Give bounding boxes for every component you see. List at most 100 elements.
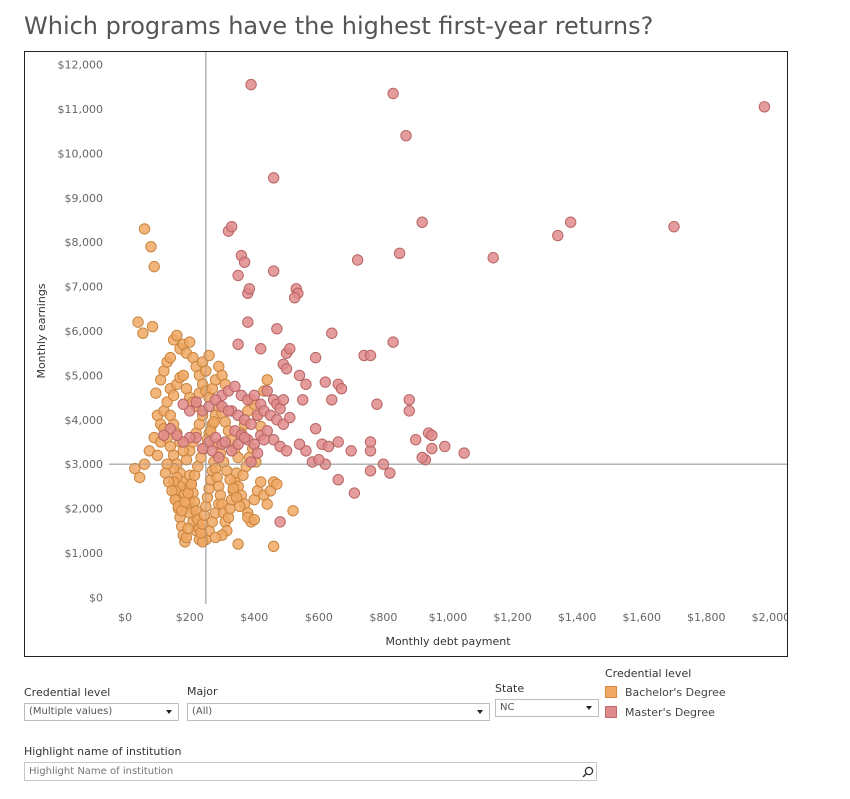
- point-masters[interactable]: [300, 378, 312, 390]
- point-bachelors[interactable]: [129, 462, 141, 475]
- point-masters[interactable]: [309, 351, 322, 364]
- point-masters[interactable]: [267, 265, 280, 277]
- point-masters[interactable]: [158, 429, 170, 442]
- point-masters[interactable]: [232, 338, 244, 351]
- point-masters[interactable]: [245, 456, 257, 468]
- point-masters[interactable]: [364, 436, 377, 448]
- credential-level-select[interactable]: (Multiple values): [24, 703, 179, 721]
- point-masters[interactable]: [332, 436, 344, 448]
- point-masters[interactable]: [293, 438, 306, 450]
- point-bachelors[interactable]: [138, 223, 151, 235]
- point-masters[interactable]: [335, 383, 348, 395]
- point-bachelors[interactable]: [184, 336, 196, 348]
- point-bachelors[interactable]: [177, 369, 189, 382]
- point-masters[interactable]: [668, 220, 680, 233]
- point-masters[interactable]: [277, 394, 290, 406]
- point-masters[interactable]: [190, 396, 202, 408]
- point-masters[interactable]: [177, 398, 189, 410]
- point-bachelors[interactable]: [151, 449, 164, 461]
- point-masters[interactable]: [416, 451, 428, 464]
- point-bachelors[interactable]: [248, 513, 260, 526]
- search-icon[interactable]: [581, 765, 595, 779]
- point-masters[interactable]: [322, 440, 335, 453]
- point-bachelors[interactable]: [133, 471, 146, 484]
- point-masters[interactable]: [326, 394, 338, 406]
- point-masters[interactable]: [245, 418, 257, 430]
- point-bachelors[interactable]: [150, 387, 162, 399]
- point-masters[interactable]: [403, 394, 415, 406]
- point-masters[interactable]: [487, 252, 499, 264]
- point-masters[interactable]: [222, 405, 235, 417]
- point-bachelors[interactable]: [287, 505, 299, 517]
- point-masters[interactable]: [238, 431, 251, 444]
- state-select[interactable]: NC: [495, 699, 599, 717]
- point-masters[interactable]: [319, 376, 332, 388]
- point-masters[interactable]: [416, 216, 428, 228]
- point-bachelors[interactable]: [146, 320, 159, 333]
- point-masters[interactable]: [196, 442, 209, 455]
- point-bachelors[interactable]: [232, 538, 244, 550]
- point-bachelors[interactable]: [209, 531, 222, 544]
- point-masters[interactable]: [364, 349, 377, 362]
- point-bachelors[interactable]: [267, 540, 280, 552]
- point-masters[interactable]: [255, 343, 267, 355]
- highlight-input[interactable]: [24, 762, 597, 781]
- point-masters[interactable]: [400, 129, 412, 142]
- point-masters[interactable]: [387, 336, 399, 348]
- point-masters[interactable]: [371, 398, 383, 410]
- point-masters[interactable]: [280, 445, 293, 457]
- point-masters[interactable]: [225, 220, 238, 233]
- point-bachelors[interactable]: [145, 240, 157, 253]
- legend-item-masters[interactable]: Master's Degree: [605, 706, 715, 719]
- point-bachelors[interactable]: [208, 416, 220, 428]
- point-masters[interactable]: [552, 229, 564, 242]
- point-masters[interactable]: [326, 327, 338, 339]
- point-masters[interactable]: [258, 434, 270, 446]
- point-masters[interactable]: [229, 380, 241, 393]
- point-masters[interactable]: [261, 385, 273, 397]
- point-masters[interactable]: [410, 434, 422, 446]
- point-masters[interactable]: [267, 172, 280, 184]
- point-masters[interactable]: [219, 436, 231, 448]
- point-masters[interactable]: [213, 451, 225, 464]
- point-bachelors[interactable]: [234, 500, 246, 513]
- point-masters[interactable]: [384, 467, 396, 479]
- point-masters[interactable]: [439, 440, 451, 453]
- point-masters[interactable]: [251, 447, 264, 459]
- point-bachelors[interactable]: [203, 349, 215, 362]
- point-bachelors[interactable]: [132, 316, 144, 328]
- point-bachelors[interactable]: [148, 260, 160, 273]
- point-masters[interactable]: [309, 422, 322, 435]
- major-select[interactable]: (All): [187, 703, 490, 721]
- point-masters[interactable]: [274, 516, 286, 528]
- point-masters[interactable]: [345, 445, 357, 457]
- point-masters[interactable]: [458, 447, 470, 459]
- point-masters[interactable]: [387, 87, 399, 100]
- point-masters[interactable]: [351, 254, 364, 266]
- point-masters[interactable]: [242, 316, 254, 328]
- legend-item-bachelors[interactable]: Bachelor's Degree: [605, 686, 726, 699]
- point-masters[interactable]: [284, 411, 296, 424]
- point-bachelors[interactable]: [164, 351, 177, 364]
- point-bachelors[interactable]: [261, 374, 273, 386]
- point-masters[interactable]: [348, 487, 361, 499]
- point-masters[interactable]: [758, 101, 771, 113]
- point-bachelors[interactable]: [137, 327, 149, 339]
- scatter-plot[interactable]: $0 $1,000 $2,000 $3,000 $4,000 $5,000 $6,000 $7…: [25, 52, 787, 656]
- point-bachelors[interactable]: [255, 476, 267, 488]
- point-masters[interactable]: [284, 343, 296, 355]
- point-masters[interactable]: [248, 389, 260, 402]
- point-masters[interactable]: [271, 323, 283, 335]
- point-bachelors[interactable]: [171, 329, 183, 342]
- point-masters[interactable]: [332, 474, 344, 486]
- point-masters[interactable]: [243, 283, 256, 295]
- point-masters[interactable]: [288, 292, 301, 304]
- point-bachelors[interactable]: [261, 498, 273, 510]
- point-masters[interactable]: [403, 405, 415, 417]
- point-masters[interactable]: [232, 269, 244, 282]
- point-masters[interactable]: [293, 369, 306, 382]
- point-masters[interactable]: [313, 454, 325, 466]
- point-masters[interactable]: [393, 247, 406, 260]
- point-bachelors[interactable]: [167, 389, 180, 402]
- point-masters[interactable]: [280, 363, 293, 375]
